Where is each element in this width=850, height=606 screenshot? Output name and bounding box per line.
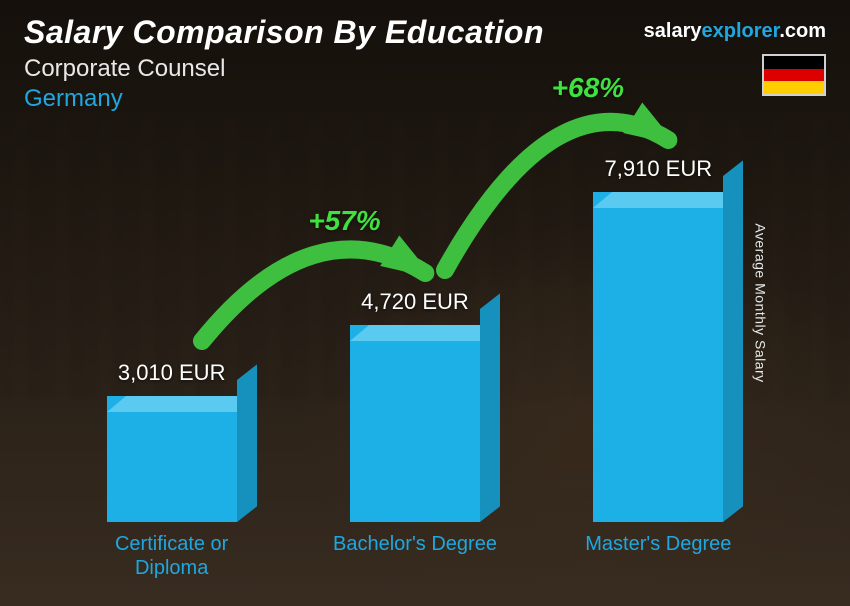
brand-prefix: salary	[644, 20, 702, 42]
brand-mid: explorer	[701, 20, 779, 42]
flag-stripe-2	[764, 69, 824, 82]
brand-suffix: .com	[779, 20, 826, 42]
arrow-path	[445, 122, 668, 270]
brand: salaryexplorer.com	[644, 20, 826, 43]
bar-label: Bachelor's Degree	[325, 532, 505, 556]
arrow-label: +68%	[552, 72, 624, 104]
bar-front-face	[107, 396, 237, 522]
bar-side-face	[723, 160, 743, 522]
bar-3d	[107, 396, 237, 522]
bar-label: Certificate or Diploma	[82, 532, 262, 580]
flag-stripe-1	[764, 56, 824, 69]
arrow-label: +57%	[308, 205, 380, 237]
chart-area: 3,010 EURCertificate or Diploma4,720 EUR…	[50, 140, 780, 578]
increase-arrow: +68%	[405, 50, 709, 330]
title-main: Salary Comparison By Education	[24, 14, 544, 51]
flag-germany	[762, 54, 826, 96]
arrow-head	[623, 102, 677, 145]
flag-stripe-3	[764, 81, 824, 94]
bar-label: Master's Degree	[568, 532, 748, 556]
